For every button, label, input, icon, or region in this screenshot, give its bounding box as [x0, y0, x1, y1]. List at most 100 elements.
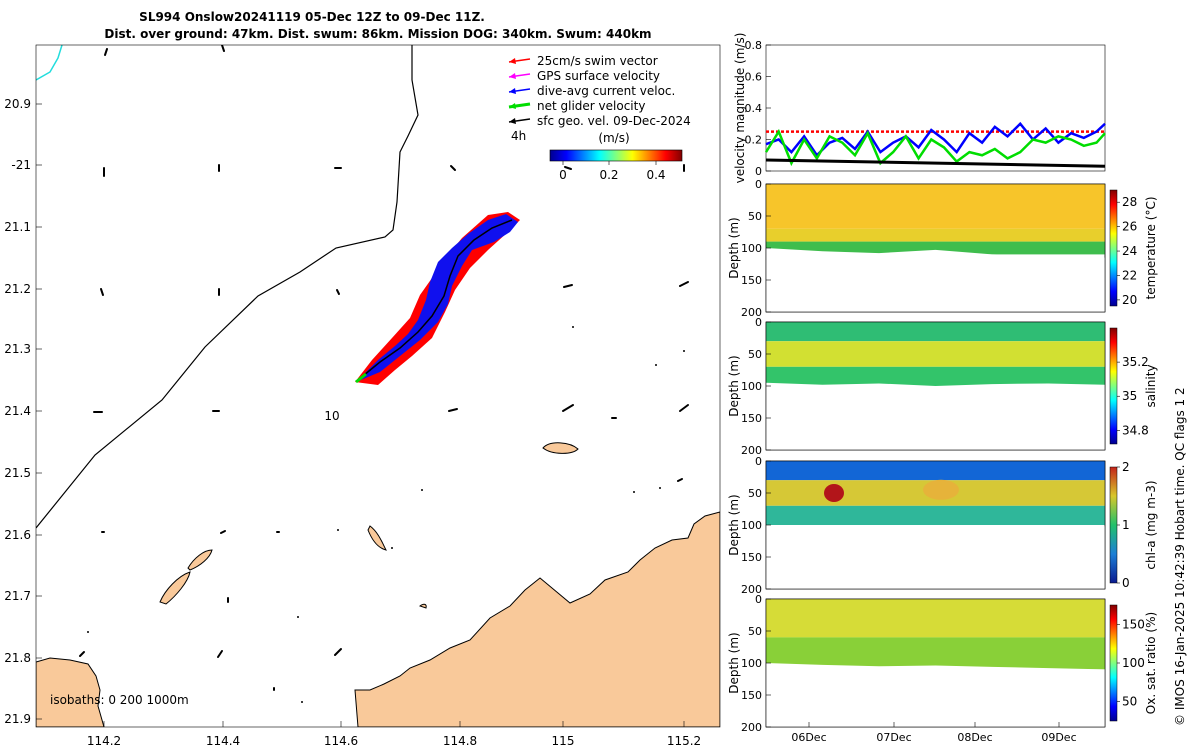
velocity-plot-area: [765, 44, 1106, 172]
colorbar-tick-label: 0: [1122, 576, 1130, 590]
below-seafloor-mask: [766, 663, 1105, 727]
depth-tick-label: 0: [755, 178, 762, 191]
velocity-y-tick-label: 0.8: [745, 39, 763, 52]
map-panel: 114.2 114.4 114.6 114.8 115 115.2 20.9 -21 21.1…: [4, 44, 721, 748]
depth-tick-label: 0: [755, 455, 762, 468]
colorbar-tick-label: 35: [1122, 389, 1137, 403]
map-y-tick-label: 21.3: [4, 342, 31, 356]
velocity-arrow: [100, 288, 104, 296]
depth-tick-label: 150: [741, 412, 762, 425]
island: [542, 442, 579, 454]
velocity-arrow: [677, 478, 683, 482]
depth-tick-label: 150: [741, 274, 762, 287]
glider-track: [357, 219, 513, 381]
map-y-tick-label: 21.2: [4, 282, 31, 296]
colorbar-variable-label: chl-a (mg m-3): [1144, 480, 1158, 569]
heatmap-band: [766, 241, 1105, 255]
velocity-y-tick-label: 0.4: [745, 102, 763, 115]
west-land: [36, 657, 105, 727]
depth-tick-label: 100: [741, 242, 762, 255]
velocity-y-label: velocity magnitude (m/s): [733, 33, 747, 184]
copyright-label: © IMOS 16-Jan-2025 10:42:39 Hobart time.…: [1173, 387, 1187, 726]
map-x-tick-label: 114.6: [324, 734, 358, 748]
map-x-tick-label: 115: [552, 734, 575, 748]
island: [187, 549, 213, 571]
map-y-ticks: 20.9 -21 21.1 21.2 21.3 21.4 21.5 21.6 21.7 21.8 2…: [4, 97, 42, 726]
depth-tick-label: 100: [741, 657, 762, 670]
heatmap-band: [766, 505, 1105, 525]
velocity-arrow: [563, 284, 573, 288]
velocity-arrow: [562, 404, 574, 412]
map-y-tick-label: 21.7: [4, 589, 31, 603]
sfc-geo-velocity-arrows: [79, 45, 689, 703]
legend-label: GPS surface velocity: [537, 69, 660, 83]
title-line-2: Dist. over ground: 47km. Dist. swum: 86k…: [104, 27, 651, 41]
contour-label: 10: [324, 409, 339, 423]
colorbar-tick-label: 150: [1122, 617, 1145, 631]
colorbar-tick-label: 50: [1122, 695, 1137, 709]
depth-tick-label: 50: [748, 625, 762, 638]
heatmap-band: [766, 228, 1105, 242]
map-y-tick-label: 21.5: [4, 466, 31, 480]
date-tick-label: 09Dec: [1041, 731, 1076, 744]
colorbar-tick-label: 100: [1122, 656, 1145, 670]
map-x-tick-label: 114.4: [206, 734, 240, 748]
map-x-tick-label: 115.2: [667, 734, 701, 748]
colorbar-tick-label: 0: [559, 168, 567, 182]
velocity-arrow: [220, 530, 226, 534]
map-x-tick-label: 114.2: [87, 734, 121, 748]
colorbar-tick-label: 2: [1122, 460, 1130, 474]
colorbar-tick-label: 0.4: [646, 168, 665, 182]
depth-tick-label: 200: [741, 721, 762, 734]
heatmap-band: [766, 341, 1105, 367]
date-tick-label: 06Dec: [791, 731, 826, 744]
colorbar-variable-label: temperature (°C): [1144, 197, 1158, 300]
colorbar-variable-label: Ox. sat. ratio (%): [1144, 612, 1158, 714]
heatmap-band: [766, 599, 1105, 638]
velocity-arrow: [104, 48, 108, 56]
heatmap-band: [766, 637, 1105, 670]
heatmap-colorbar: [1109, 466, 1118, 584]
map-y-tick-label: 20.9: [4, 97, 31, 111]
map-y-tick-label: 21.8: [4, 651, 31, 665]
velocity-arrow: [679, 281, 689, 287]
chl-patch: [923, 479, 959, 500]
colorbar-tick-label: 26: [1122, 220, 1137, 234]
depth-tick-label: 150: [741, 551, 762, 564]
legend-arrowhead: [509, 88, 516, 94]
depth-tick-label: 150: [741, 689, 762, 702]
colorbar-tick-label: 22: [1122, 268, 1137, 282]
velocity-arrow: [450, 165, 456, 171]
depth-tick-label: 50: [748, 348, 762, 361]
legend-arrowhead: [509, 103, 516, 109]
heatmap-band: [766, 322, 1105, 342]
velocity-series-sfc-geo-vel-: [765, 158, 1106, 168]
cyan-contour: [36, 45, 63, 81]
depth-tick-label: 0: [755, 316, 762, 329]
island: [367, 525, 387, 551]
depth-axis-label: Depth (m): [727, 355, 741, 416]
map-y-tick-label: 21.6: [4, 528, 31, 542]
map-colorbar: [549, 149, 683, 162]
map-x-ticks: 114.2 114.4 114.6 114.8 115 115.2: [87, 721, 701, 748]
date-tick-label: 08Dec: [957, 731, 992, 744]
velocity-arrow: [448, 408, 458, 412]
velocity-arrow: [564, 166, 572, 170]
colorbar-tick-label: 0.2: [599, 168, 618, 182]
velocity-arrow: [334, 648, 342, 656]
map-frame: [35, 44, 721, 728]
island: [418, 603, 427, 609]
velocity-y-tick-label: 0.6: [745, 71, 763, 84]
depth-tick-label: 50: [748, 487, 762, 500]
colorbar-tick-label: 35.2: [1122, 355, 1149, 369]
depth-axis-label: Depth (m): [727, 494, 741, 555]
island: [159, 571, 191, 605]
below-seafloor-mask: [766, 248, 1105, 312]
colorbar-tick-label: 28: [1122, 195, 1137, 209]
legend-label: sfc geo. vel. 09-Dec-2024: [537, 114, 691, 128]
